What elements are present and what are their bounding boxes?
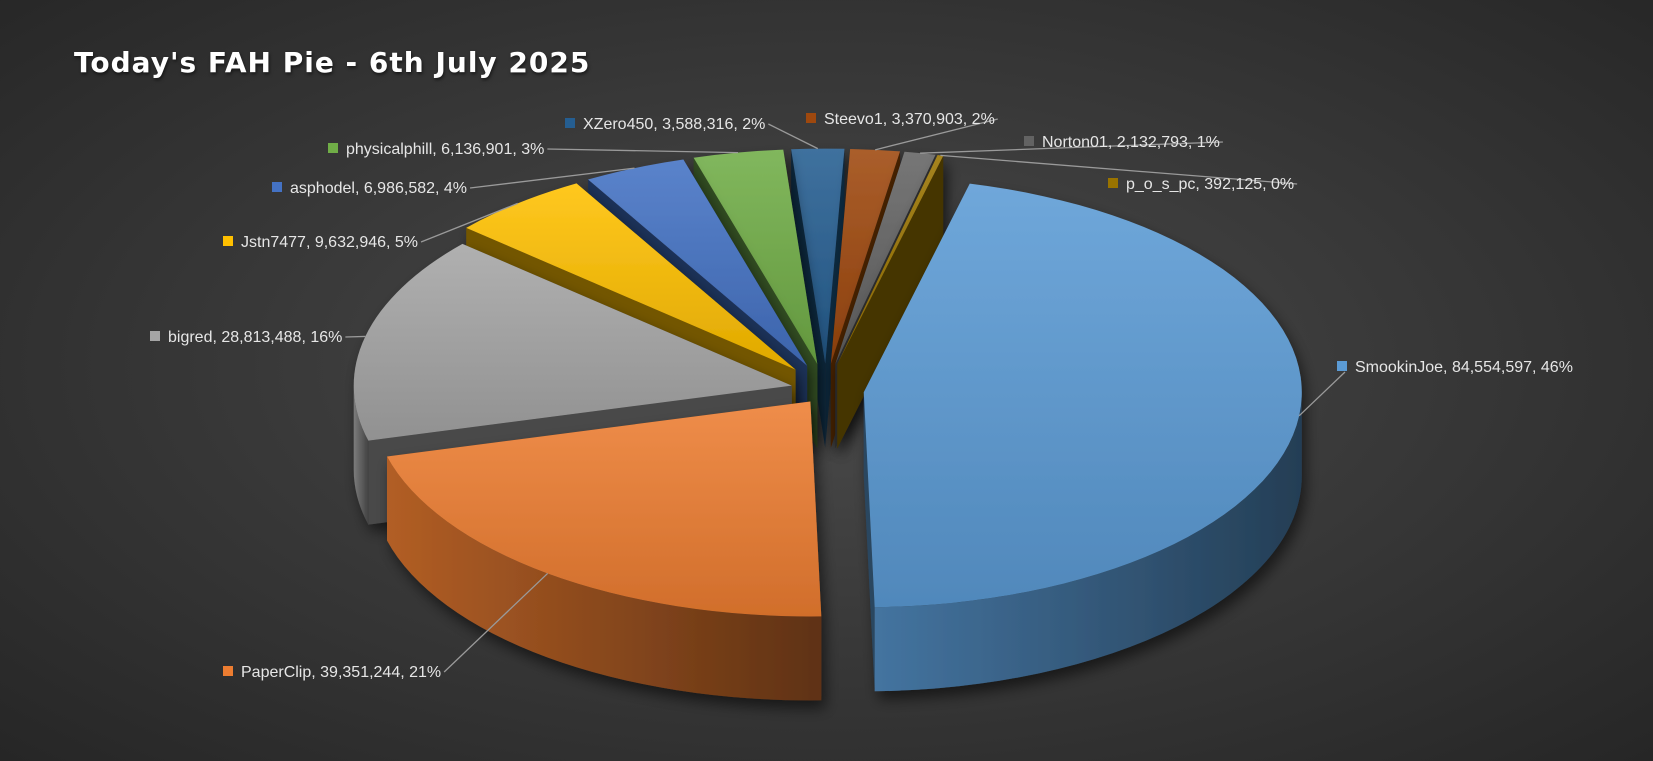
legend-key — [328, 143, 338, 153]
pie-slice-PaperClip — [386, 401, 822, 701]
slice-top — [835, 151, 936, 365]
legend-key — [1108, 178, 1118, 188]
data-label-text: physicalphill, 6,136,901, 3% — [346, 141, 544, 158]
leader-line — [940, 154, 1298, 185]
leader-line — [874, 118, 998, 151]
slice-top — [830, 148, 901, 364]
slice-wall — [825, 148, 845, 448]
data-label-Norton01: Norton01, 2,132,793, 1% — [920, 134, 1223, 154]
slice-top — [466, 183, 796, 370]
data-label-text: Jstn7477, 9,632,946, 5% — [241, 234, 418, 251]
data-label-Jstn7477: Jstn7477, 9,632,946, 5% — [223, 202, 518, 251]
legend-key — [1337, 361, 1347, 371]
leader-line — [443, 572, 549, 673]
leader-line — [768, 123, 819, 150]
data-label-text: Steevo1, 3,370,903, 2% — [824, 111, 995, 128]
data-label-text: PaperClip, 39,351,244, 21% — [241, 664, 441, 681]
slice-rim — [874, 392, 1302, 692]
data-label-XZero450: XZero450, 3,588,316, 2% — [565, 116, 819, 150]
leader-line — [469, 167, 635, 189]
slice-top — [386, 401, 822, 617]
data-label-bigred: bigred, 28,813,488, 16% — [150, 329, 366, 346]
data-label-text: bigred, 28,813,488, 16% — [168, 329, 342, 346]
leader-line — [1298, 371, 1346, 417]
slice-top — [588, 159, 808, 366]
data-label-text: XZero450, 3,588,316, 2% — [583, 116, 765, 133]
slice-rim — [386, 456, 822, 701]
data-label-p_o_s_pc: p_o_s_pc, 392,125, 0% — [940, 154, 1298, 193]
legend-key — [223, 666, 233, 676]
leader-line — [920, 141, 1223, 154]
data-label-PaperClip: PaperClip, 39,351,244, 21% — [223, 572, 549, 681]
legend-key — [1024, 136, 1034, 146]
legend-key — [272, 182, 282, 192]
slice-top — [863, 183, 1302, 608]
data-label-asphodel: asphodel, 6,986,582, 4% — [272, 167, 635, 197]
data-label-physicalphill: physicalphill, 6,136,901, 3% — [328, 141, 739, 158]
slice-wall — [837, 155, 944, 449]
slice-wall — [863, 392, 875, 692]
legend-key — [150, 331, 160, 341]
data-label-SmookinJoe: SmookinJoe, 84,554,597, 46% — [1298, 359, 1573, 417]
legend-key — [223, 236, 233, 246]
slice-top — [791, 148, 845, 364]
leader-line — [345, 335, 366, 338]
slice-top — [353, 243, 792, 441]
legend-key — [565, 118, 575, 128]
data-label-text: SmookinJoe, 84,554,597, 46% — [1355, 359, 1573, 376]
data-label-text: p_o_s_pc, 392,125, 0% — [1126, 176, 1294, 193]
leader-line — [547, 148, 739, 154]
data-label-text: asphodel, 6,986,582, 4% — [290, 180, 467, 197]
pie-slice-p_o_s_pc — [837, 155, 944, 449]
leader-line — [420, 202, 518, 243]
data-label-text: Norton01, 2,132,793, 1% — [1042, 134, 1220, 151]
legend-key — [806, 113, 816, 123]
slice-top — [693, 149, 818, 365]
slice-top — [837, 155, 944, 365]
data-label-Steevo1: Steevo1, 3,370,903, 2% — [806, 111, 998, 151]
slice-rim — [353, 385, 369, 525]
pie-slice-SmookinJoe — [863, 183, 1302, 692]
chart-title: Today's FAH Pie - 6th July 2025 — [74, 46, 591, 79]
